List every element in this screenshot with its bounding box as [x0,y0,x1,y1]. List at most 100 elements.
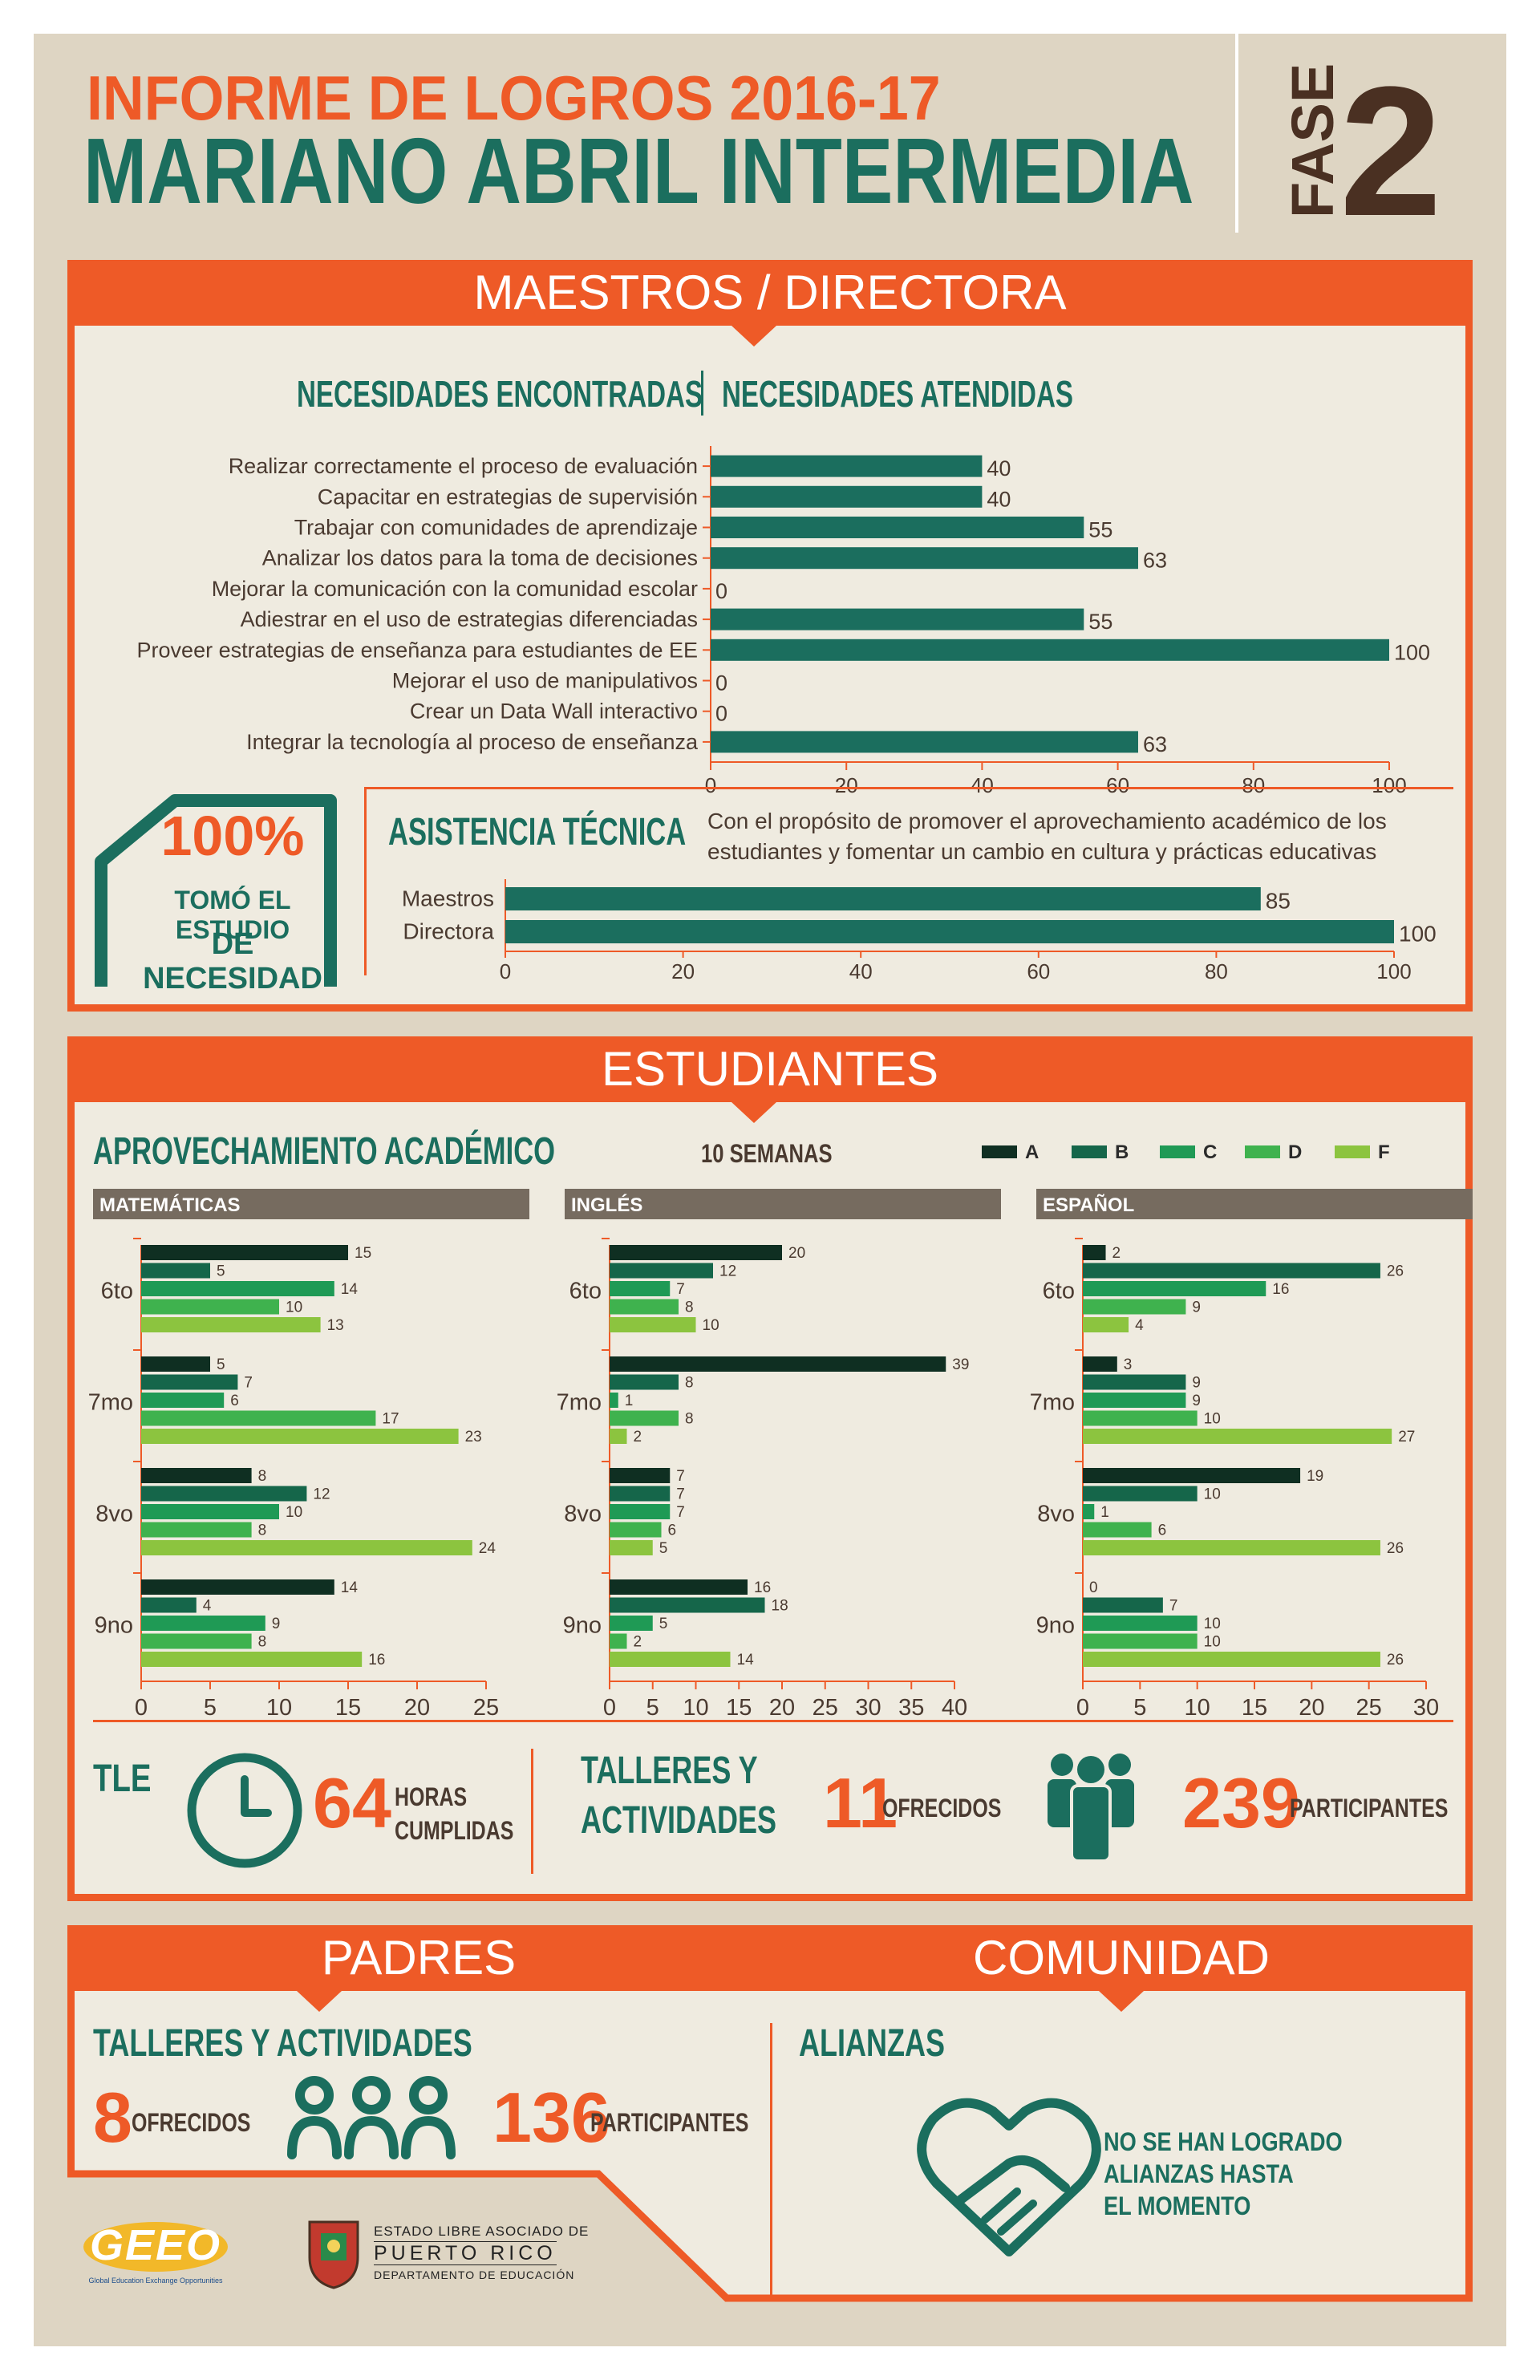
grades-category-label: 6to [101,1278,133,1304]
needs-value-label: 0 [715,671,727,695]
grades-x-tick-label: 0 [603,1695,616,1721]
grades-bar-B [1083,1486,1198,1502]
grades-value-label: 4 [203,1598,212,1615]
legend-swatch-A [982,1145,1017,1158]
grades-value-label: 10 [286,1299,302,1316]
asistencia-text-2: estudiantes y fomentar un cambio en cult… [707,839,1377,864]
grades-x-tick-label: 20 [1299,1695,1324,1721]
grades-x-tick-label: 25 [473,1695,499,1721]
asistencia-heading: ASISTENCIA TÉCNICA [388,811,687,853]
grades-value-label: 9 [1192,1375,1201,1392]
legend-swatch-C [1160,1145,1195,1158]
needs-found-heading: NECESIDADES ENCONTRADAS [297,373,703,415]
needs-x-tick-label: 80 [1242,773,1265,797]
grades-bar-C [1083,1616,1198,1631]
grades-bar-A [141,1468,252,1483]
tle-unit-1: HORAS [395,1782,468,1811]
tle-unit-2: CUMPLIDAS [395,1816,514,1845]
grades-value-label: 1 [625,1393,634,1409]
grades-x-tick-label: 25 [813,1695,838,1721]
needs-x-tick-label: 20 [835,773,858,797]
grades-bar-B [141,1597,197,1613]
fase-number: 2 [1339,48,1442,254]
needs-category-label: Adiestrar en el uso de estrategias difer… [241,607,698,631]
needs-bar [711,517,1084,538]
asist-category-label: Maestros [402,886,494,911]
grades-value-label: 0 [1089,1579,1098,1596]
needs-bar [711,639,1389,661]
grades-x-tick-label: 0 [1076,1695,1089,1721]
report-title: INFORME DE LOGROS 2016-17 [87,63,941,133]
needs-value-label: 40 [987,456,1011,480]
padres-comunidad-band [67,1925,1473,1991]
grades-value-label: 7 [676,1281,685,1298]
grades-value-label: 16 [368,1652,385,1668]
grades-category-label: 9no [563,1612,602,1638]
grades-value-label: 8 [258,1468,267,1485]
grades-bar-D [141,1410,376,1426]
three-people-icon [287,2076,456,2159]
grades-bar-C [141,1393,225,1408]
needs-bar [711,547,1138,570]
subject-header-bar [93,1189,529,1219]
grades-bar-A [141,1356,210,1372]
comunidad-notch [1099,1991,1144,2012]
grades-value-label: 2 [634,1634,642,1651]
talleres-unit: OFRECIDOS [882,1794,1002,1823]
header-divider [1235,34,1238,233]
grades-bar-C [610,1504,671,1519]
grades-bar-F [141,1652,363,1667]
grades-value-label: 1 [1100,1504,1109,1521]
aprovechamiento-heading: APROVECHAMIENTO ACADÉMICO [93,1130,556,1173]
grades-x-tick-label: 15 [335,1695,361,1721]
grades-value-label: 8 [685,1411,694,1428]
needs-x-tick-label: 40 [971,773,994,797]
grades-bar-C [141,1281,334,1296]
subject-header-label: ESPAÑOL [1043,1194,1134,1216]
needs-value-label: 63 [1143,732,1167,756]
legend-label-D: D [1288,1141,1302,1163]
grades-value-label: 7 [676,1468,685,1485]
grades-bar-B [141,1486,307,1502]
grades-value-label: 26 [1387,1652,1404,1668]
grades-bar-D [610,1410,679,1426]
grades-bar-F [1083,1540,1380,1555]
grades-bar-B [1083,1374,1186,1390]
grades-value-label: 9 [1192,1393,1201,1409]
tle-label: TLE [93,1758,152,1800]
grades-value-label: 14 [341,1579,359,1596]
grades-bar-F [610,1540,653,1555]
padres-ofrecidos-unit: OFRECIDOS [132,2108,251,2137]
pr-line2: PUERTO RICO [374,2241,557,2265]
infographic-page: INFORME DE LOGROS 2016-17 MARIANO ABRIL … [34,34,1506,2346]
alianzas-note-2: ALIANZAS HASTA [1104,2159,1294,2188]
talleres-value: 11 [823,1763,898,1843]
grades-value-label: 14 [737,1652,755,1668]
grades-value-label: 8 [685,1299,694,1316]
grades-value-label: 12 [313,1486,330,1503]
asistencia-divider-h [364,787,1453,789]
grades-category-label: 8vo [95,1501,133,1527]
grades-x-tick-label: 20 [769,1695,795,1721]
legend-swatch-D [1245,1145,1280,1158]
padres-notch [297,1991,342,2012]
grades-bar-D [141,1299,279,1315]
grades-value-label: 8 [258,1634,267,1651]
needs-bar [711,455,983,477]
needs-x-tick-label: 60 [1106,773,1129,797]
grades-x-tick-label: 10 [1185,1695,1210,1721]
grades-bar-F [610,1652,731,1667]
padres-band-title: PADRES [321,1931,517,1985]
grades-bar-B [1083,1263,1380,1279]
grades-value-label: 5 [659,1540,668,1557]
grades-bar-B [610,1263,713,1279]
grades-bar-C [1083,1281,1266,1296]
padres-subtitle: TALLERES Y ACTIVIDADES [93,2022,472,2065]
estudiantes-divider [93,1720,1453,1722]
asist-category-label: Directora [403,919,494,944]
needs-category-label: Capacitar en estrategias de supervisión [318,485,698,509]
heart-handshake-icon [917,2098,1101,2256]
grades-bar-B [610,1597,765,1613]
needs-value-label: 40 [987,487,1011,511]
grades-bar-C [141,1504,279,1519]
